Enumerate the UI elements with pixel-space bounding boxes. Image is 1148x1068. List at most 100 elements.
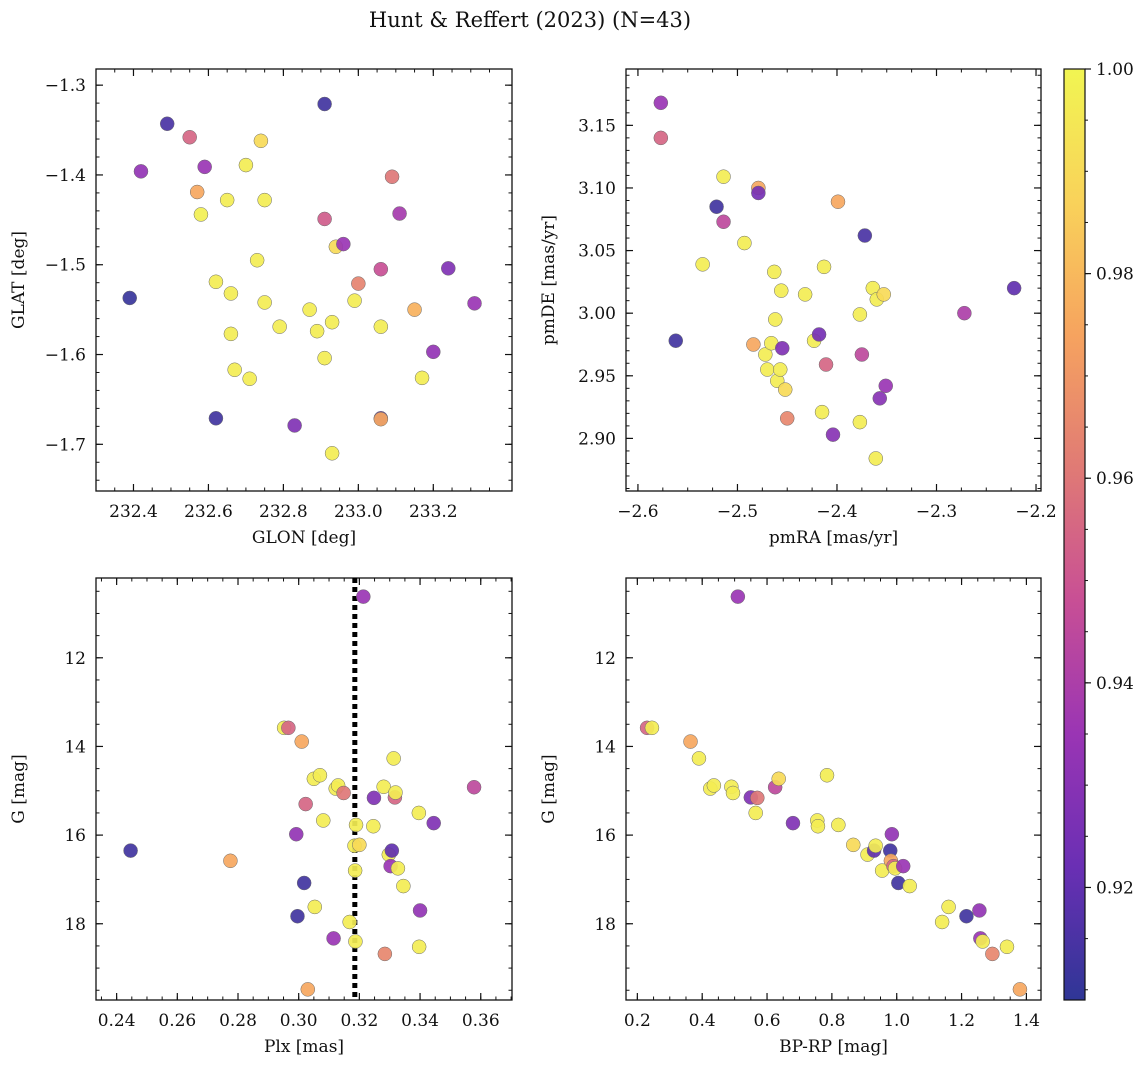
colorbar-tick-label: 0.94 bbox=[1096, 674, 1134, 694]
x-tick-label: −2.2 bbox=[1015, 502, 1056, 522]
panel-proper-motion: −2.6 −2.5 −2.4 −2.3 −2.2 2.90 2.95 3.00 3.05 3.10… bbox=[539, 68, 1057, 548]
scatter-point bbox=[253, 133, 269, 149]
scatter-point bbox=[831, 817, 846, 833]
scatter-point bbox=[876, 287, 892, 302]
x-tick-label: −2.4 bbox=[816, 502, 857, 522]
scatter-point bbox=[356, 589, 371, 604]
x-tick-label: 0.8 bbox=[818, 1011, 845, 1031]
y-tick-label: 16 bbox=[64, 826, 86, 846]
y-tick-label: 14 bbox=[64, 737, 86, 757]
x-tick-label: 1.0 bbox=[883, 1011, 910, 1031]
y-tick-label: 2.95 bbox=[578, 367, 616, 387]
scatter-point bbox=[347, 293, 362, 308]
scatter-point bbox=[768, 312, 783, 327]
scatter-point bbox=[941, 899, 956, 915]
scatter-point bbox=[668, 333, 684, 348]
scatter-point bbox=[1012, 982, 1028, 997]
scatter-point bbox=[352, 837, 367, 853]
scatter-point bbox=[818, 357, 834, 372]
scatter-point bbox=[737, 235, 752, 251]
scatter-point bbox=[1006, 280, 1022, 296]
scatter-point bbox=[959, 908, 974, 924]
axes-frame bbox=[625, 577, 1042, 1001]
scatter-point bbox=[242, 371, 257, 387]
scatter-point bbox=[197, 159, 212, 175]
x-tick-label: 0.28 bbox=[219, 1011, 257, 1031]
scatter-point bbox=[985, 946, 1000, 962]
scatter-point bbox=[223, 286, 239, 301]
scatter-point bbox=[294, 734, 309, 749]
scatter-point bbox=[249, 252, 265, 268]
panel-parallax-magnitude: 0.24 0.26 0.28 0.30 0.32 0.34 0.36 12 14 16 18 Plx … bbox=[9, 577, 513, 1057]
x-axis-label: pmRA [mas/yr] bbox=[769, 528, 898, 548]
scatter-point bbox=[441, 261, 456, 276]
scatter-point bbox=[868, 451, 884, 466]
scatter-point bbox=[348, 934, 363, 949]
scatter-point bbox=[407, 302, 422, 317]
y-axis-label: G [mag] bbox=[539, 754, 559, 823]
scatter-point bbox=[999, 939, 1015, 955]
scatter-point bbox=[466, 779, 482, 795]
scatter-point bbox=[819, 768, 835, 783]
scatter-point bbox=[878, 378, 893, 394]
scatter-point bbox=[750, 790, 765, 806]
scatter-point bbox=[289, 826, 304, 842]
scatter-point bbox=[281, 720, 296, 736]
y-tick-label: 18 bbox=[594, 915, 616, 935]
scatter-point bbox=[854, 347, 870, 362]
axes-frame bbox=[625, 68, 1042, 492]
scatter-point bbox=[852, 414, 868, 430]
scatter-point bbox=[272, 319, 287, 334]
axes-frame bbox=[95, 577, 513, 1001]
scatter-point bbox=[825, 427, 841, 442]
scatter-point bbox=[348, 817, 364, 833]
x-tick-label: 0.2 bbox=[624, 1011, 651, 1031]
scatter-point bbox=[287, 418, 302, 433]
scatter-point bbox=[366, 818, 381, 834]
x-tick-label: 0.6 bbox=[754, 1011, 781, 1031]
scatter-point bbox=[467, 296, 482, 311]
panel-sky-position: 232.4 232.6 232.8 233.0 233.2 −1.3 −1.4 −1.5 −1.… bbox=[9, 68, 513, 548]
scatter-point bbox=[347, 863, 363, 878]
y-axis-label: G [mag] bbox=[9, 754, 29, 823]
scatter-point bbox=[208, 274, 224, 290]
scatter-point bbox=[706, 778, 722, 793]
x-tick-label: 0.32 bbox=[340, 1011, 378, 1031]
scatter-point bbox=[774, 340, 790, 356]
scatter-point bbox=[309, 323, 325, 339]
scatter-point bbox=[189, 184, 205, 200]
scatter-point bbox=[751, 185, 766, 201]
scatter-point bbox=[716, 169, 731, 184]
scatter-point bbox=[324, 314, 340, 330]
scatter-point bbox=[725, 785, 741, 801]
y-tick-label: 3.10 bbox=[578, 179, 616, 199]
y-tick-label: −1.5 bbox=[45, 256, 86, 276]
scatter-point bbox=[182, 129, 197, 145]
x-axis-label: Plx [mas] bbox=[264, 1037, 344, 1057]
scatter-point bbox=[193, 207, 209, 222]
scatter-point bbox=[972, 903, 987, 918]
x-tick-label: 233.0 bbox=[334, 502, 383, 522]
scatter-point bbox=[351, 276, 366, 291]
scatter-point bbox=[257, 192, 272, 208]
scatter-point bbox=[884, 826, 900, 842]
scatter-point bbox=[159, 116, 175, 132]
x-axis-label: BP-RP [mag] bbox=[779, 1037, 888, 1057]
x-tick-label: 232.6 bbox=[184, 502, 233, 522]
scatter-points bbox=[653, 95, 1022, 466]
scatter-point bbox=[730, 589, 746, 604]
y-tick-label: 3.15 bbox=[578, 116, 616, 136]
y-tick-label: −1.4 bbox=[45, 166, 86, 186]
scatter-point bbox=[219, 192, 235, 208]
scatter-point bbox=[716, 214, 731, 230]
x-tick-label: −2.6 bbox=[617, 502, 658, 522]
scatter-point bbox=[373, 411, 389, 427]
scatter-point bbox=[414, 370, 430, 386]
scatter-point bbox=[426, 815, 441, 831]
scatter-point bbox=[312, 768, 328, 783]
colorbar-gradient bbox=[1063, 68, 1086, 1001]
x-tick-label: 0.34 bbox=[401, 1011, 439, 1031]
scatter-point bbox=[830, 194, 846, 209]
x-tick-label: 0.36 bbox=[462, 1011, 500, 1031]
